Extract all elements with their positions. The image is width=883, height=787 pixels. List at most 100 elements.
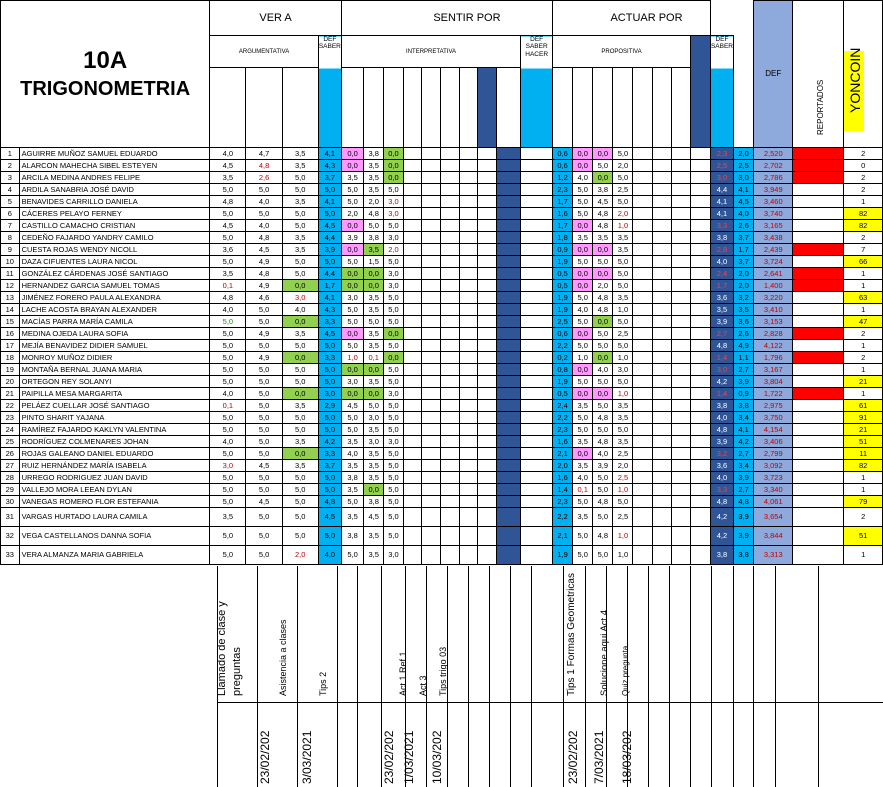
empty-cell[interactable] [477, 315, 498, 328]
empty-cell[interactable] [632, 339, 653, 352]
empty-cell[interactable] [651, 279, 672, 292]
grade-cell[interactable]: 3,0 [383, 267, 404, 280]
grade-cell[interactable]: 0,0 [340, 243, 365, 256]
empty-cell[interactable] [402, 375, 423, 388]
yoncoin-cell[interactable]: 21 [843, 375, 883, 388]
grade-cell[interactable]: 1,5 [363, 255, 385, 268]
empty-cell[interactable] [670, 483, 691, 496]
grade-cell[interactable]: 0,0 [363, 483, 385, 496]
grade-cell[interactable]: 5,0 [612, 375, 634, 388]
empty-cell[interactable] [651, 327, 672, 340]
grade-cell[interactable]: 4,8 [245, 159, 283, 172]
empty-cell[interactable] [651, 171, 672, 184]
grade-cell[interactable]: 3,8 [592, 183, 614, 196]
empty-cell[interactable] [670, 291, 691, 304]
empty-cell[interactable] [421, 327, 441, 340]
empty-cell[interactable] [632, 147, 653, 160]
empty-cell[interactable] [439, 447, 460, 460]
grade-cell[interactable]: 3,5 [363, 339, 385, 352]
student-name[interactable]: CUESTA ROJAS WENDY NICOLL [18, 243, 211, 256]
yoncoin-cell[interactable]: 51 [843, 435, 883, 448]
empty-cell[interactable] [477, 495, 498, 508]
grade-cell[interactable]: 4,8 [592, 219, 614, 232]
empty-cell[interactable] [402, 471, 423, 484]
empty-cell[interactable] [670, 159, 691, 172]
empty-cell[interactable] [402, 363, 423, 376]
grade-cell[interactable]: 5,0 [245, 399, 283, 412]
grade-cell[interactable]: 5,0 [245, 507, 283, 527]
empty-cell[interactable] [689, 327, 711, 340]
empty-cell[interactable] [402, 327, 423, 340]
empty-cell[interactable] [651, 483, 672, 496]
grade-cell[interactable]: 4,0 [592, 363, 614, 376]
empty-cell[interactable] [651, 243, 672, 256]
grade-cell[interactable]: 3,8 [363, 495, 385, 508]
empty-cell[interactable] [402, 411, 423, 424]
empty-cell[interactable] [458, 207, 479, 220]
empty-cell[interactable] [689, 159, 711, 172]
empty-cell[interactable] [632, 375, 653, 388]
empty-cell[interactable] [670, 363, 691, 376]
empty-cell[interactable] [632, 411, 653, 424]
grade-cell[interactable]: 3,6 [209, 243, 247, 256]
empty-cell[interactable] [402, 351, 423, 364]
grade-cell[interactable]: 3,8 [363, 231, 385, 244]
empty-cell[interactable] [402, 255, 423, 268]
empty-cell[interactable] [689, 219, 711, 232]
grade-cell[interactable]: 5,0 [209, 375, 247, 388]
empty-cell[interactable] [632, 291, 653, 304]
grade-cell[interactable]: 5,0 [383, 447, 404, 460]
grade-cell[interactable]: 3,5 [363, 327, 385, 340]
empty-cell[interactable] [651, 411, 672, 424]
empty-cell[interactable] [477, 255, 498, 268]
empty-cell[interactable] [632, 351, 653, 364]
grade-cell[interactable]: 0,0 [572, 363, 594, 376]
empty-cell[interactable] [651, 495, 672, 508]
empty-cell[interactable] [632, 255, 653, 268]
grade-cell[interactable]: 3,5 [209, 507, 247, 527]
empty-cell[interactable] [458, 339, 479, 352]
grade-cell[interactable]: 5,0 [281, 375, 319, 388]
grade-cell[interactable]: 3,0 [340, 291, 365, 304]
empty-cell[interactable] [477, 219, 498, 232]
grade-cell[interactable]: 4,0 [572, 471, 594, 484]
grade-cell[interactable]: 5,0 [612, 171, 634, 184]
grade-cell[interactable]: 2,5 [612, 471, 634, 484]
empty-cell[interactable] [689, 375, 711, 388]
student-name[interactable]: ARDILA SANABRIA JOSÉ DAVID [18, 183, 211, 196]
grade-cell[interactable]: 5,0 [245, 471, 283, 484]
empty-cell[interactable] [458, 363, 479, 376]
grade-cell[interactable]: 5,0 [383, 495, 404, 508]
empty-cell[interactable] [477, 411, 498, 424]
grade-cell[interactable]: 0,0 [572, 279, 594, 292]
empty-cell[interactable] [670, 183, 691, 196]
yoncoin-cell[interactable]: 11 [843, 447, 883, 460]
grade-cell[interactable]: 0,0 [592, 387, 614, 400]
grade-cell[interactable]: 3,5 [612, 435, 634, 448]
empty-cell[interactable] [670, 207, 691, 220]
empty-cell[interactable] [520, 255, 554, 268]
student-name[interactable]: RUIZ HERNÁNDEZ MARÍA ISABELA [18, 459, 211, 472]
empty-cell[interactable] [651, 387, 672, 400]
grade-cell[interactable]: 5,0 [612, 147, 634, 160]
empty-cell[interactable] [651, 147, 672, 160]
grade-cell[interactable]: 5,0 [245, 387, 283, 400]
empty-cell[interactable] [439, 507, 460, 527]
grade-cell[interactable]: 3,5 [592, 231, 614, 244]
grade-cell[interactable]: 0,0 [281, 279, 319, 292]
grade-cell[interactable]: 0,0 [572, 147, 594, 160]
empty-cell[interactable] [421, 423, 441, 436]
empty-cell[interactable] [689, 291, 711, 304]
empty-cell[interactable] [458, 435, 479, 448]
grade-cell[interactable]: 0,0 [340, 267, 365, 280]
empty-cell[interactable] [458, 255, 479, 268]
student-name[interactable]: JIMÉNEZ FORERO PAULA ALEXANDRA [18, 291, 211, 304]
grade-cell[interactable]: 5,0 [245, 526, 283, 546]
empty-cell[interactable] [439, 159, 460, 172]
grade-cell[interactable]: 5,0 [383, 507, 404, 527]
grade-cell[interactable]: 5,0 [383, 399, 404, 412]
empty-cell[interactable] [477, 279, 498, 292]
grade-cell[interactable]: 5,0 [209, 423, 247, 436]
grade-cell[interactable]: 5,0 [612, 267, 634, 280]
empty-cell[interactable] [520, 147, 554, 160]
